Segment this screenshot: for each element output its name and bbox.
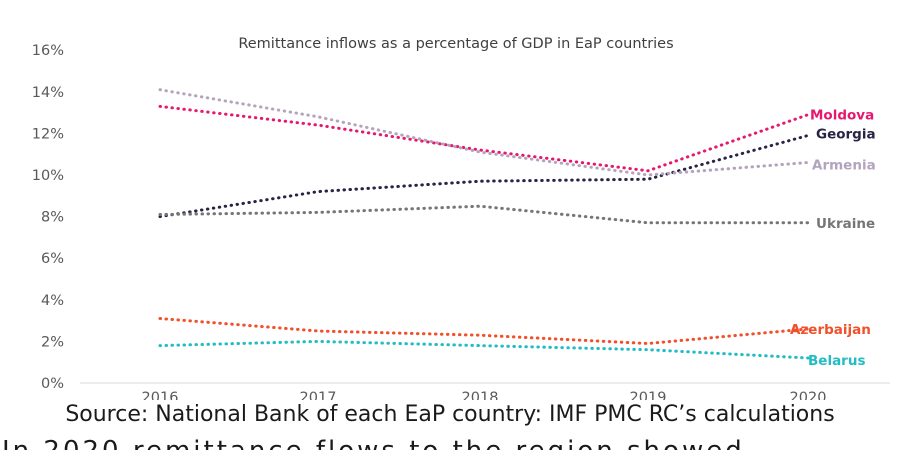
- series-line-moldova: [158, 104, 810, 173]
- y-tick-label: 10%: [32, 168, 64, 184]
- series-label-ukraine: Ukraine: [816, 216, 875, 232]
- next-line-text: In 2020 remittance flows to the region s…: [2, 436, 774, 450]
- y-tick-label: 14%: [32, 85, 64, 101]
- y-tick-label: 2%: [41, 334, 64, 350]
- y-tick-label: 8%: [41, 210, 64, 226]
- series-lines: [158, 88, 810, 360]
- series-line-georgia: [158, 134, 810, 219]
- x-tick-label: 2018: [462, 390, 499, 400]
- y-tick-label: 4%: [41, 293, 64, 309]
- series-line-azerbaijan: [158, 317, 810, 346]
- series-label-georgia: Georgia: [816, 126, 876, 142]
- y-tick-label: 0%: [41, 376, 64, 392]
- cut-off-text-line: In 2020 remittance flows to the region s…: [0, 436, 900, 450]
- x-tick-label: 2016: [142, 390, 179, 400]
- series-label-armenia: Armenia: [812, 158, 876, 174]
- source-caption: Source: National Bank of each EaP countr…: [65, 402, 835, 427]
- series-line-belarus: [158, 339, 810, 360]
- x-tick-label: 2019: [630, 390, 667, 400]
- x-tick-label: 2017: [300, 390, 337, 400]
- chart-title: Remittance inflows as a percentage of GD…: [238, 36, 673, 52]
- y-tick-label: 12%: [32, 126, 64, 142]
- y-tick-label: 16%: [32, 43, 64, 59]
- y-tick-label: 6%: [41, 251, 64, 267]
- series-line-armenia: [158, 88, 810, 177]
- series-label-azerbaijan: Azerbaijan: [790, 322, 871, 338]
- remittance-line-chart: Remittance inflows as a percentage of GD…: [32, 36, 890, 400]
- x-axis-ticks: 2016 2017 2018 2019 2020: [142, 390, 827, 400]
- series-label-moldova: Moldova: [810, 108, 874, 124]
- series-labels: Moldova Georgia Armenia Ukraine Azerbaijan Be…: [790, 108, 876, 369]
- series-line-ukraine: [158, 204, 810, 225]
- y-axis-ticks: 0% 2% 4% 6% 8% 10% 12% 14% 16%: [32, 43, 64, 392]
- x-tick-label: 2020: [790, 390, 827, 400]
- series-label-belarus: Belarus: [808, 353, 866, 369]
